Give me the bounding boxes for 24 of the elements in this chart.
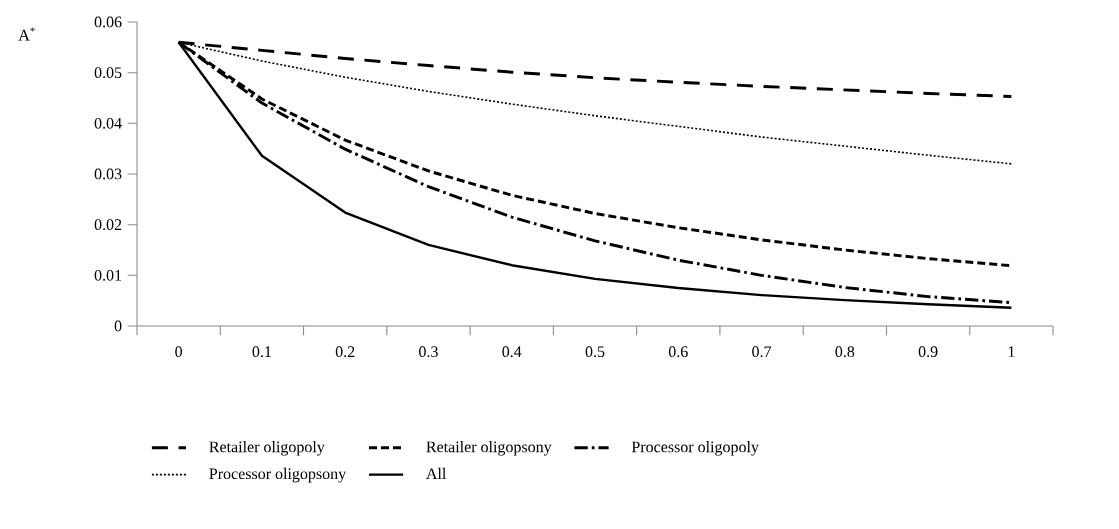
x-tick-label: 0.5 bbox=[585, 346, 605, 358]
y-tick-label: 0.04 bbox=[94, 117, 122, 129]
legend-label: Retailer oligopsony bbox=[426, 441, 552, 456]
legend-label: Processor oligopsony bbox=[209, 467, 347, 483]
x-tick-label: 0.9 bbox=[918, 346, 938, 358]
y-tick-label: 0 bbox=[114, 320, 122, 332]
legend-label: Retailer oligopoly bbox=[209, 441, 325, 456]
y-axis-title: A$^{*}$ bbox=[18, 27, 35, 41]
y-tick-label: 0.02 bbox=[94, 219, 122, 231]
x-tick-label: 0.4 bbox=[502, 346, 522, 358]
y-tick-label: 0.01 bbox=[94, 269, 122, 281]
x-tick-label: 0.2 bbox=[335, 346, 355, 358]
x-tick-label: 0.1 bbox=[252, 346, 271, 358]
x-tick-label: 1 bbox=[1008, 346, 1015, 357]
legend-label: All bbox=[426, 467, 447, 479]
x-tick-label: 0.8 bbox=[835, 346, 855, 358]
y-tick-label: 0.06 bbox=[94, 16, 122, 28]
y-tick-label: 0.03 bbox=[94, 168, 122, 180]
y-tick-label: 0.05 bbox=[94, 67, 122, 79]
x-tick-label: 0.7 bbox=[752, 346, 772, 358]
x-tick-label: 0.3 bbox=[419, 346, 438, 358]
x-tick-label: 0 bbox=[175, 346, 183, 358]
legend-label: Processor oligopoly bbox=[631, 441, 759, 456]
x-tick-label: 0.6 bbox=[668, 346, 688, 358]
